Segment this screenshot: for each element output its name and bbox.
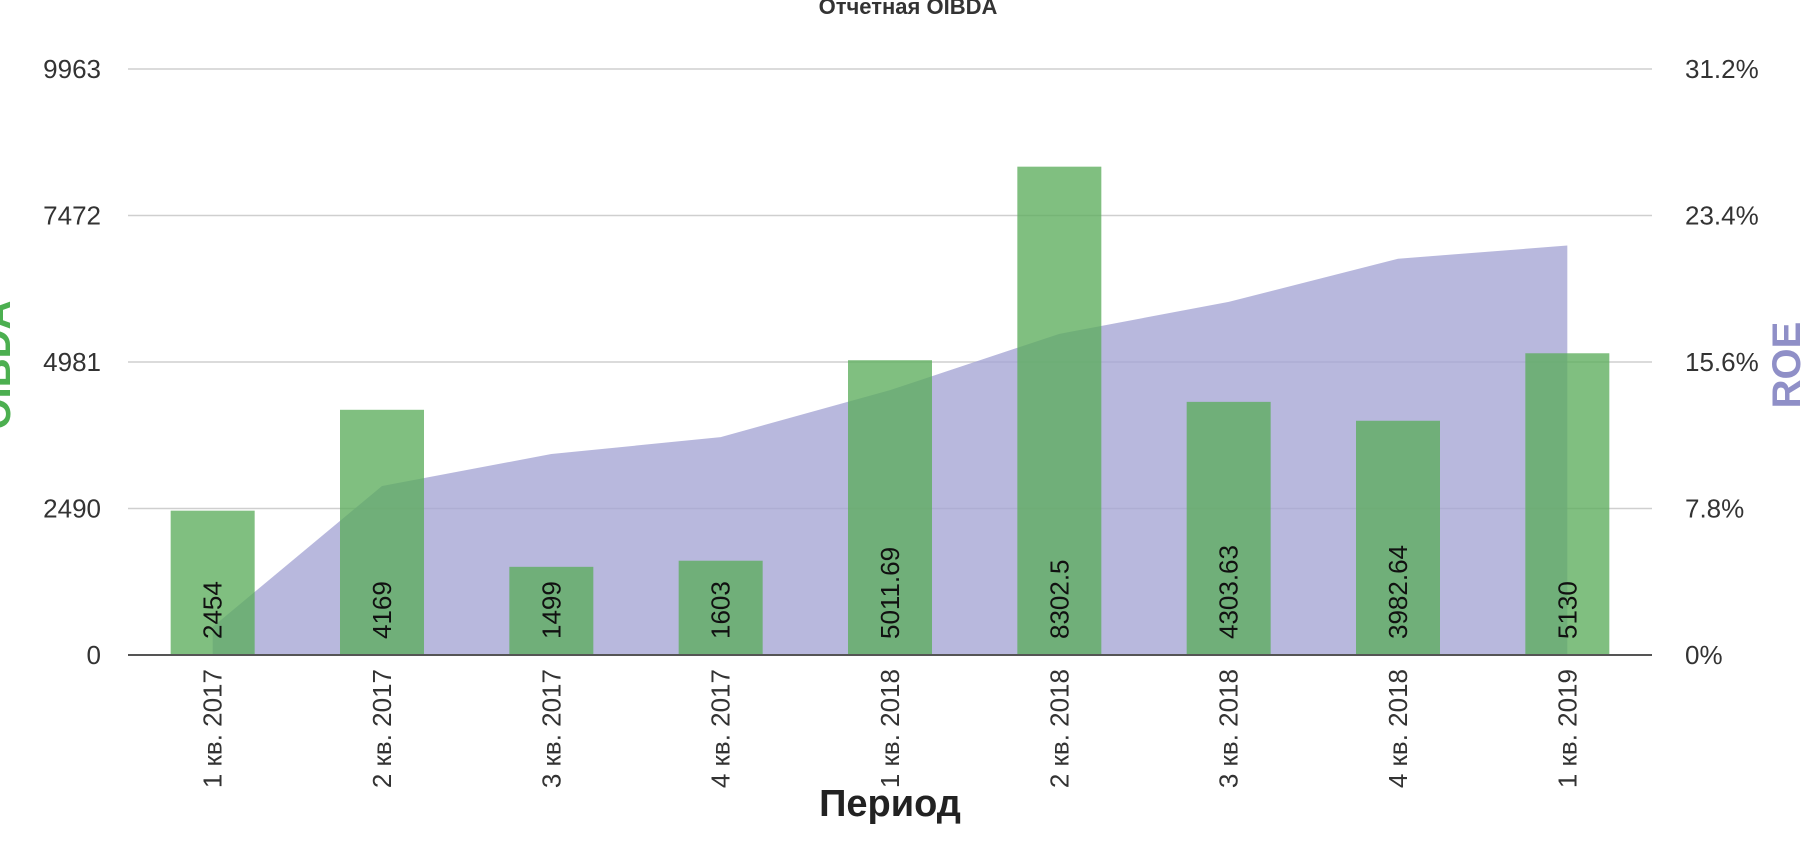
x-tick-label: 2 кв. 2018 (1044, 669, 1074, 788)
oibda-bar (1525, 353, 1610, 655)
y-left-ticks: 0 2490 4981 7472 9963 (43, 54, 101, 670)
y-right-ticks: 0% 7.8% 15.6% 23.4% 31.2% (1685, 54, 1759, 670)
x-tick-label: 3 кв. 2018 (1214, 669, 1244, 788)
oibda-bar (1017, 166, 1102, 655)
x-tick-label: 1 кв. 2017 (198, 669, 228, 788)
chart-title: Отчетная OIBDA (819, 0, 998, 19)
bar-data-label: 1499 (536, 581, 566, 639)
bar-data-label: 8302.5 (1044, 559, 1074, 639)
oibda-bar (1356, 420, 1440, 655)
y-right-tick-label: 31.2% (1685, 54, 1759, 84)
bar-data-label: 2454 (198, 581, 228, 639)
y-right-tick-label: 15.6% (1685, 347, 1759, 377)
bar-data-label: 1603 (706, 581, 736, 639)
data-label-layer: 2454 4169 1499 1603 5011.69 8302.5 4303.63 3982… (198, 545, 1583, 639)
bar-data-label: 5130 (1552, 581, 1582, 639)
oibda-bar-layer (170, 166, 1610, 655)
x-ticks: 1 кв. 2017 2 кв. 2017 3 кв. 2017 4 кв. 2017… (198, 669, 1583, 788)
oibda-bar (509, 566, 594, 655)
y-right-tick-label: 7.8% (1685, 494, 1744, 524)
x-tick-label: 2 кв. 2017 (367, 669, 397, 788)
y-left-tick-label: 0 (87, 640, 101, 670)
x-axis-title: Период (819, 783, 961, 825)
bar-data-label: 4303.63 (1214, 545, 1244, 639)
bar-data-label: 4169 (367, 581, 397, 639)
y-right-tick-label: 0% (1685, 640, 1723, 670)
x-tick-label: 3 кв. 2017 (536, 669, 566, 788)
y-right-tick-label: 23.4% (1685, 201, 1759, 231)
oibda-bar (340, 409, 424, 655)
y-left-tick-label: 7472 (43, 201, 101, 231)
bar-data-label: 3982.64 (1383, 545, 1413, 639)
y-left-tick-label: 2490 (43, 494, 101, 524)
x-tick-label: 4 кв. 2017 (706, 669, 736, 788)
oibda-bar (678, 560, 763, 655)
oibda-bar (848, 360, 932, 655)
bar-data-label: 5011.69 (875, 547, 905, 639)
x-tick-label: 4 кв. 2018 (1383, 669, 1413, 788)
y-right-axis-title: ROE (1765, 322, 1809, 409)
y-left-tick-label: 4981 (43, 347, 101, 377)
y-left-axis-title: OIBDA (0, 301, 19, 430)
oibda-bar (1186, 401, 1271, 655)
oibda-bar (170, 510, 255, 655)
x-tick-label: 1 кв. 2019 (1552, 669, 1582, 788)
x-tick-label: 1 кв. 2018 (875, 669, 905, 788)
y-left-tick-label: 9963 (43, 54, 101, 84)
